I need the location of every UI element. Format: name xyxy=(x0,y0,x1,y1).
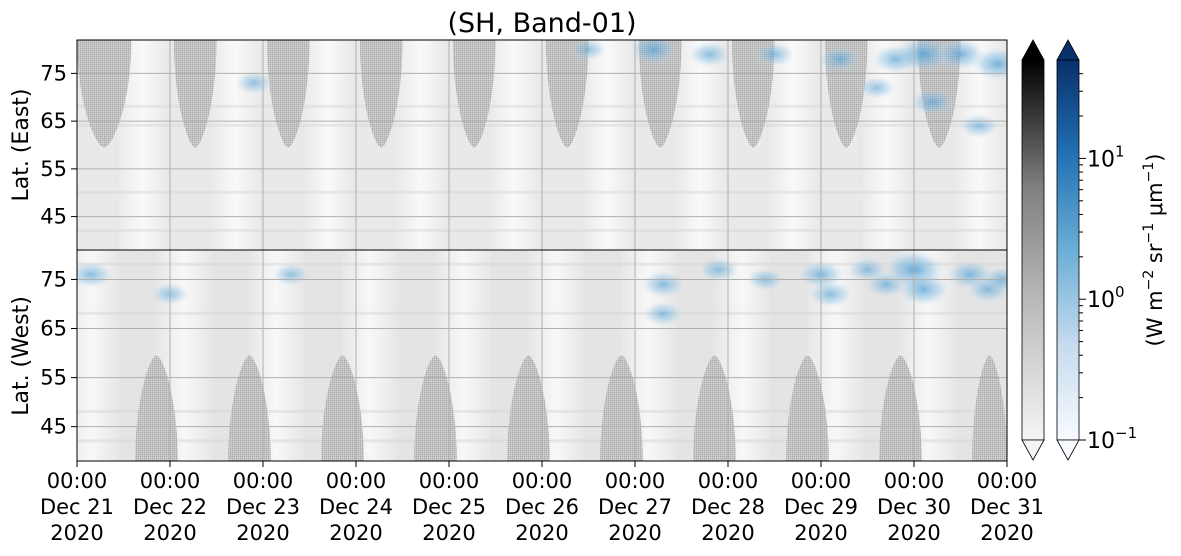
blue-colorbar-extend-min xyxy=(1056,439,1080,461)
chart-title: (SH, Band-01) xyxy=(447,8,636,39)
west-blue-region xyxy=(77,261,113,288)
east-bright-band xyxy=(579,40,635,250)
east-ylabel: Lat. (East) xyxy=(9,89,34,202)
east-bright-band xyxy=(486,40,542,250)
east-gray-patch xyxy=(545,40,589,148)
gray-colorbar-extend-max xyxy=(1021,39,1045,61)
east-gray-patch xyxy=(359,40,403,148)
east-panel xyxy=(77,40,1007,250)
west-blue-region xyxy=(808,280,853,308)
west-gray-patch xyxy=(600,355,643,461)
blue-colorbar-tick-label: 100 xyxy=(1087,283,1125,313)
x-tick-label: 00:00 Dec 22 2020 xyxy=(133,469,207,545)
x-tick-label: 00:00 Dec 25 2020 xyxy=(412,469,486,545)
west-y-tick-label: 65 xyxy=(40,317,67,341)
gray-colorbar xyxy=(1021,59,1045,441)
east-bright-band xyxy=(300,40,356,250)
east-blue-region xyxy=(570,40,607,61)
west-y-tick-label: 45 xyxy=(40,415,67,439)
west-gray-patch xyxy=(414,355,457,461)
east-blue-region xyxy=(754,42,795,67)
east-bright-band xyxy=(858,40,914,250)
west-gray-patch xyxy=(786,355,829,461)
x-axis: 00:00 Dec 21 2020 00:00 Dec 22 2020 00:00 Dec 2… xyxy=(40,461,1044,545)
east-gray-patch xyxy=(173,40,217,148)
west-blue-region xyxy=(642,301,683,327)
east-gray-patch xyxy=(266,40,310,148)
east-y-tick-label: 45 xyxy=(40,205,67,229)
west-y-tick-label: 55 xyxy=(40,366,67,390)
west-y-tick-label: 75 xyxy=(40,267,67,291)
east-blue-region xyxy=(629,40,678,65)
x-tick-label: 00:00 Dec 29 2020 xyxy=(784,469,858,545)
blue-colorbar-tick-label: 101 xyxy=(1087,142,1125,172)
x-tick-label: 00:00 Dec 28 2020 xyxy=(691,469,765,545)
west-gray-patch xyxy=(879,355,922,461)
x-tick-label: 00:00 Dec 26 2020 xyxy=(505,469,579,545)
west-gray-patch xyxy=(321,355,364,461)
colorbars: 10−1 100 101 (W m−2 sr−1 μm−1) xyxy=(1021,39,1167,461)
west-blue-region xyxy=(698,257,739,282)
east-gray-patch xyxy=(731,40,775,148)
west-ylabel: Lat. (West) xyxy=(9,296,34,416)
east-bright-band xyxy=(672,40,728,250)
blue-colorbar-tick-label: 10−1 xyxy=(1087,424,1137,454)
east-bright-band xyxy=(765,40,821,250)
east-gray-patch xyxy=(77,40,132,148)
west-blue-region xyxy=(641,270,685,298)
x-tick-label: 00:00 Dec 24 2020 xyxy=(319,469,393,545)
west-gray-patch xyxy=(228,355,271,461)
east-blue-region xyxy=(910,88,955,116)
blue-colorbar-extend-max xyxy=(1056,39,1080,61)
east-y-tick-label: 65 xyxy=(40,109,67,133)
east-gray-patch xyxy=(452,40,496,148)
x-tick-label: 00:00 Dec 21 2020 xyxy=(40,469,114,545)
west-blue-region xyxy=(272,263,310,286)
y-axes: Lat. (East) Lat. (West) 45 55 65 75 75 65 55 45 xyxy=(9,61,77,439)
x-tick-label: 00:00 Dec 23 2020 xyxy=(226,469,300,545)
east-blue-region xyxy=(688,41,731,68)
east-y-tick-label: 55 xyxy=(40,157,67,181)
east-bright-band xyxy=(393,40,449,250)
east-bright-band xyxy=(207,40,263,250)
gray-colorbar-extend-min xyxy=(1021,439,1045,461)
x-tick-label: 00:00 Dec 30 2020 xyxy=(877,469,951,545)
east-blue-region xyxy=(858,76,896,100)
west-gray-patch xyxy=(507,355,550,461)
east-blue-region xyxy=(818,46,861,72)
west-blue-region xyxy=(897,273,950,306)
east-gray-patch xyxy=(638,40,682,148)
east-y-tick-label: 75 xyxy=(40,61,67,85)
blue-colorbar xyxy=(1056,59,1080,441)
west-gray-patch xyxy=(972,355,1007,461)
x-tick-label: 00:00 Dec 27 2020 xyxy=(598,469,672,545)
x-tick-label: 00:00 Dec 31 2020 xyxy=(970,469,1044,545)
west-gray-patch xyxy=(135,355,178,461)
east-blue-region xyxy=(971,47,1007,81)
colorbar-label: (W m−2 sr−1 μm−1) xyxy=(1141,154,1167,347)
east-blue-region xyxy=(234,71,273,95)
east-blue-region xyxy=(895,40,952,73)
east-blue-region xyxy=(959,113,1000,139)
west-panel xyxy=(77,250,1007,461)
west-gray-patch xyxy=(693,355,736,461)
